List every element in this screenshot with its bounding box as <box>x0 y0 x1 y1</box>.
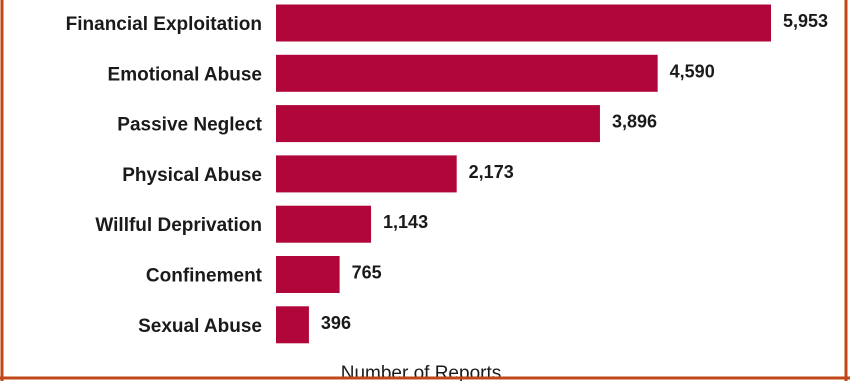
value-label: 3,896 <box>612 112 657 132</box>
value-label: 396 <box>321 313 351 333</box>
bar <box>276 105 600 143</box>
category-label: Financial Exploitation <box>66 14 262 35</box>
value-labels: 5,953 4,590 3,896 2,173 1,143 765 396 <box>321 11 828 333</box>
category-label: Physical Abuse <box>122 165 262 186</box>
category-label: Sexual Abuse <box>138 316 262 337</box>
bar-group <box>276 4 771 344</box>
category-label: Emotional Abuse <box>108 64 262 85</box>
category-label: Confinement <box>146 266 263 287</box>
category-label: Passive Neglect <box>117 115 262 136</box>
category-labels: Financial Exploitation Emotional Abuse Pas… <box>66 14 263 337</box>
bar <box>276 4 771 42</box>
value-label: 2,173 <box>469 162 514 182</box>
value-label: 4,590 <box>670 61 715 81</box>
bar <box>276 306 309 344</box>
bar <box>276 256 340 293</box>
value-label: 765 <box>352 263 382 283</box>
value-label: 1,143 <box>383 212 428 232</box>
category-label: Willful Deprivation <box>95 215 262 236</box>
value-label: 5,953 <box>783 11 828 31</box>
bar <box>276 54 658 92</box>
bar <box>276 155 457 193</box>
bar <box>276 205 372 243</box>
